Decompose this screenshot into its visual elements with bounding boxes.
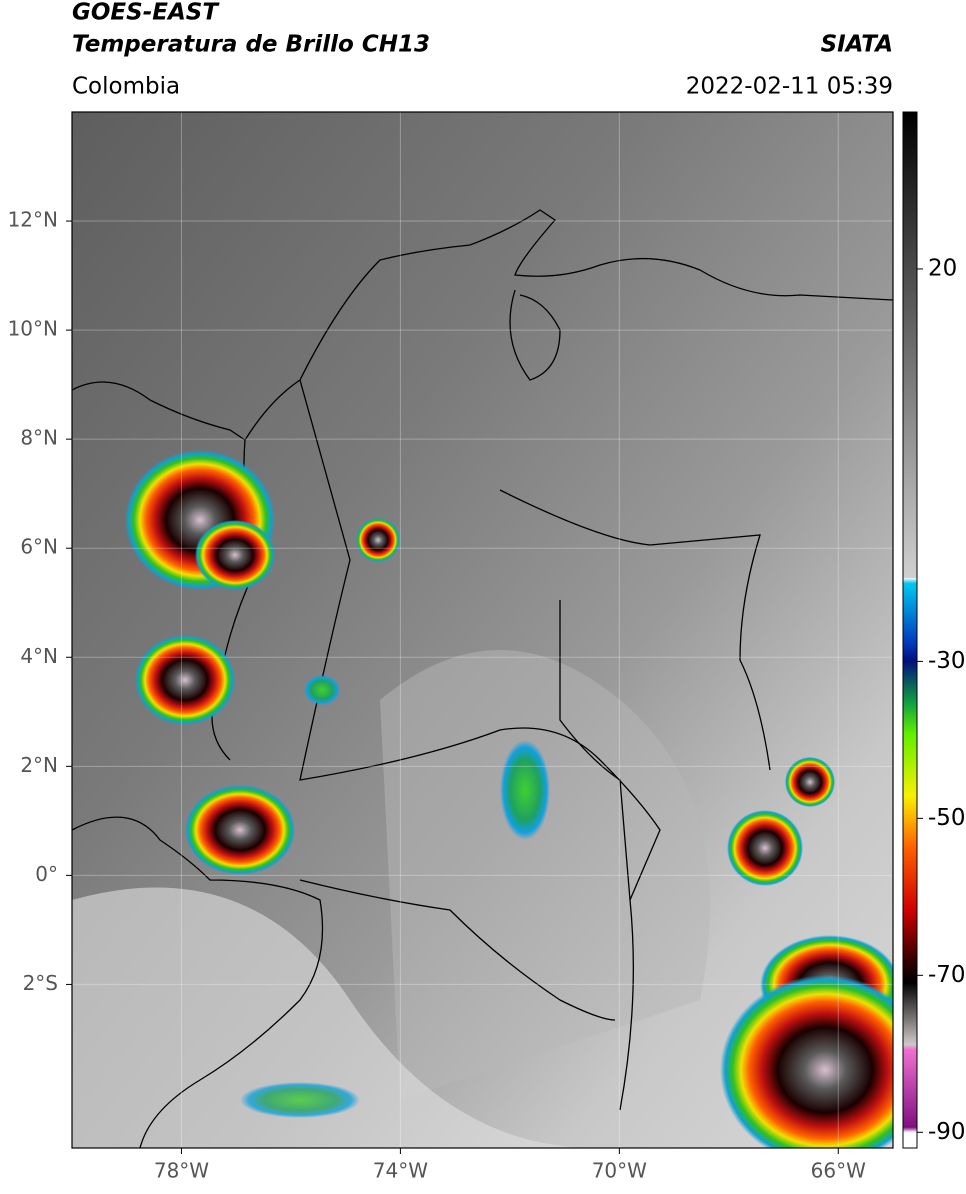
convective-cell: [304, 675, 340, 705]
x-tick-label: 66°W: [811, 1159, 866, 1183]
y-tick-label: 6°N: [20, 535, 58, 559]
colorbar-tick-label: 20: [928, 255, 957, 281]
x-tick-label: 78°W: [154, 1159, 209, 1183]
datetime: 2022-02-11 05:39: [686, 74, 893, 100]
convective-cell: [727, 810, 803, 886]
source: SIATA: [821, 32, 893, 58]
y-tick-label: 2°N: [20, 753, 58, 777]
map: [72, 112, 893, 1148]
y-tick-label: 4°N: [20, 644, 58, 668]
convective-cell: [195, 520, 275, 590]
colorbar-tick-label: -30: [928, 648, 966, 674]
subtitle: Temperatura de Brillo CH13: [72, 32, 430, 58]
convective-cell: [785, 757, 835, 807]
y-tick-label: 2°S: [23, 971, 58, 995]
y-tick-label: 0°: [35, 862, 58, 886]
colorbar-tick-label: -90: [928, 1119, 966, 1145]
y-tick-label: 10°N: [8, 317, 58, 341]
convective-cell: [500, 740, 550, 840]
map-frame: [71, 111, 894, 1149]
cloud-field: [380, 650, 710, 1100]
convective-cell: [356, 518, 400, 562]
y-tick-label: 8°N: [20, 426, 58, 450]
colorbar: [902, 111, 918, 1149]
x-tick-label: 70°W: [592, 1159, 647, 1183]
convective-cell: [135, 635, 235, 725]
colorbar-tick-label: -50: [928, 805, 966, 831]
convective-cell: [185, 785, 295, 875]
convective-cell: [240, 1082, 360, 1118]
colorbar-tick-label: -70: [928, 962, 966, 988]
x-tick-label: 74°W: [373, 1159, 428, 1183]
region: Colombia: [72, 74, 180, 100]
title: GOES-EAST: [72, 0, 220, 26]
convective-cell: [720, 975, 893, 1148]
y-tick-label: 12°N: [8, 208, 58, 232]
cloud-field: [72, 887, 600, 1148]
